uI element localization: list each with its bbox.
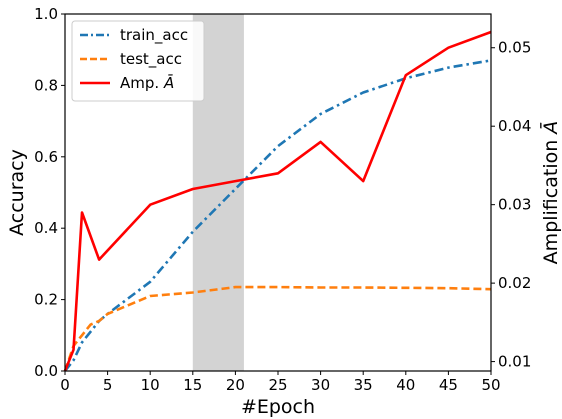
x-tick-label: 25 xyxy=(268,376,287,394)
legend-label: Amp. Ā xyxy=(120,74,174,92)
x-tick-label: 30 xyxy=(311,376,330,394)
x-axis-label: #Epoch xyxy=(241,396,315,418)
y-right-tick-label: 0.01 xyxy=(498,353,531,371)
y-left-tick-label: 0.0 xyxy=(34,362,58,380)
series-layer xyxy=(63,30,492,372)
x-tick-label: 10 xyxy=(141,376,160,394)
x-tick-label: 5 xyxy=(103,376,113,394)
x-tick-label: 15 xyxy=(183,376,202,394)
y-left-tick-label: 0.6 xyxy=(34,148,58,166)
y-left-tick-label: 0.8 xyxy=(34,76,58,94)
legend: train_acc test_acc Amp. Ā xyxy=(71,20,205,102)
y-right-tick-label: 0.02 xyxy=(498,274,531,292)
legend-label: test_acc xyxy=(120,50,182,69)
y-left-tick-label: 0.2 xyxy=(34,291,58,309)
y-right-tick-label: 0.03 xyxy=(498,196,531,214)
y-axis-label-right: Amplification Ā xyxy=(538,121,562,265)
series-line-test-acc xyxy=(63,285,492,372)
x-tick-label: 45 xyxy=(439,376,458,394)
series-line-train-acc xyxy=(63,59,492,372)
y-axis-label-left: Accuracy xyxy=(6,149,28,236)
x-tick-label: 50 xyxy=(481,376,500,394)
tick-layer: 0 5 10 15 20 25 30 35 40 45 50 0.0 0.2 0.4 0.6 0.8 1.0 0.… xyxy=(34,5,531,394)
x-tick-label: 40 xyxy=(396,376,415,394)
y-left-tick-label: 0.4 xyxy=(34,219,58,237)
legend-label: train_acc xyxy=(120,26,188,45)
y-right-tick-label: 0.05 xyxy=(498,39,531,57)
y-right-tick-label: 0.04 xyxy=(498,117,531,135)
x-tick-label: 35 xyxy=(354,376,373,394)
y-left-tick-label: 1.0 xyxy=(34,5,58,23)
series-line-amp-bar-a xyxy=(63,30,492,372)
legend-box xyxy=(71,20,205,102)
x-tick-label: 0 xyxy=(60,376,70,394)
x-tick-label: 20 xyxy=(226,376,245,394)
